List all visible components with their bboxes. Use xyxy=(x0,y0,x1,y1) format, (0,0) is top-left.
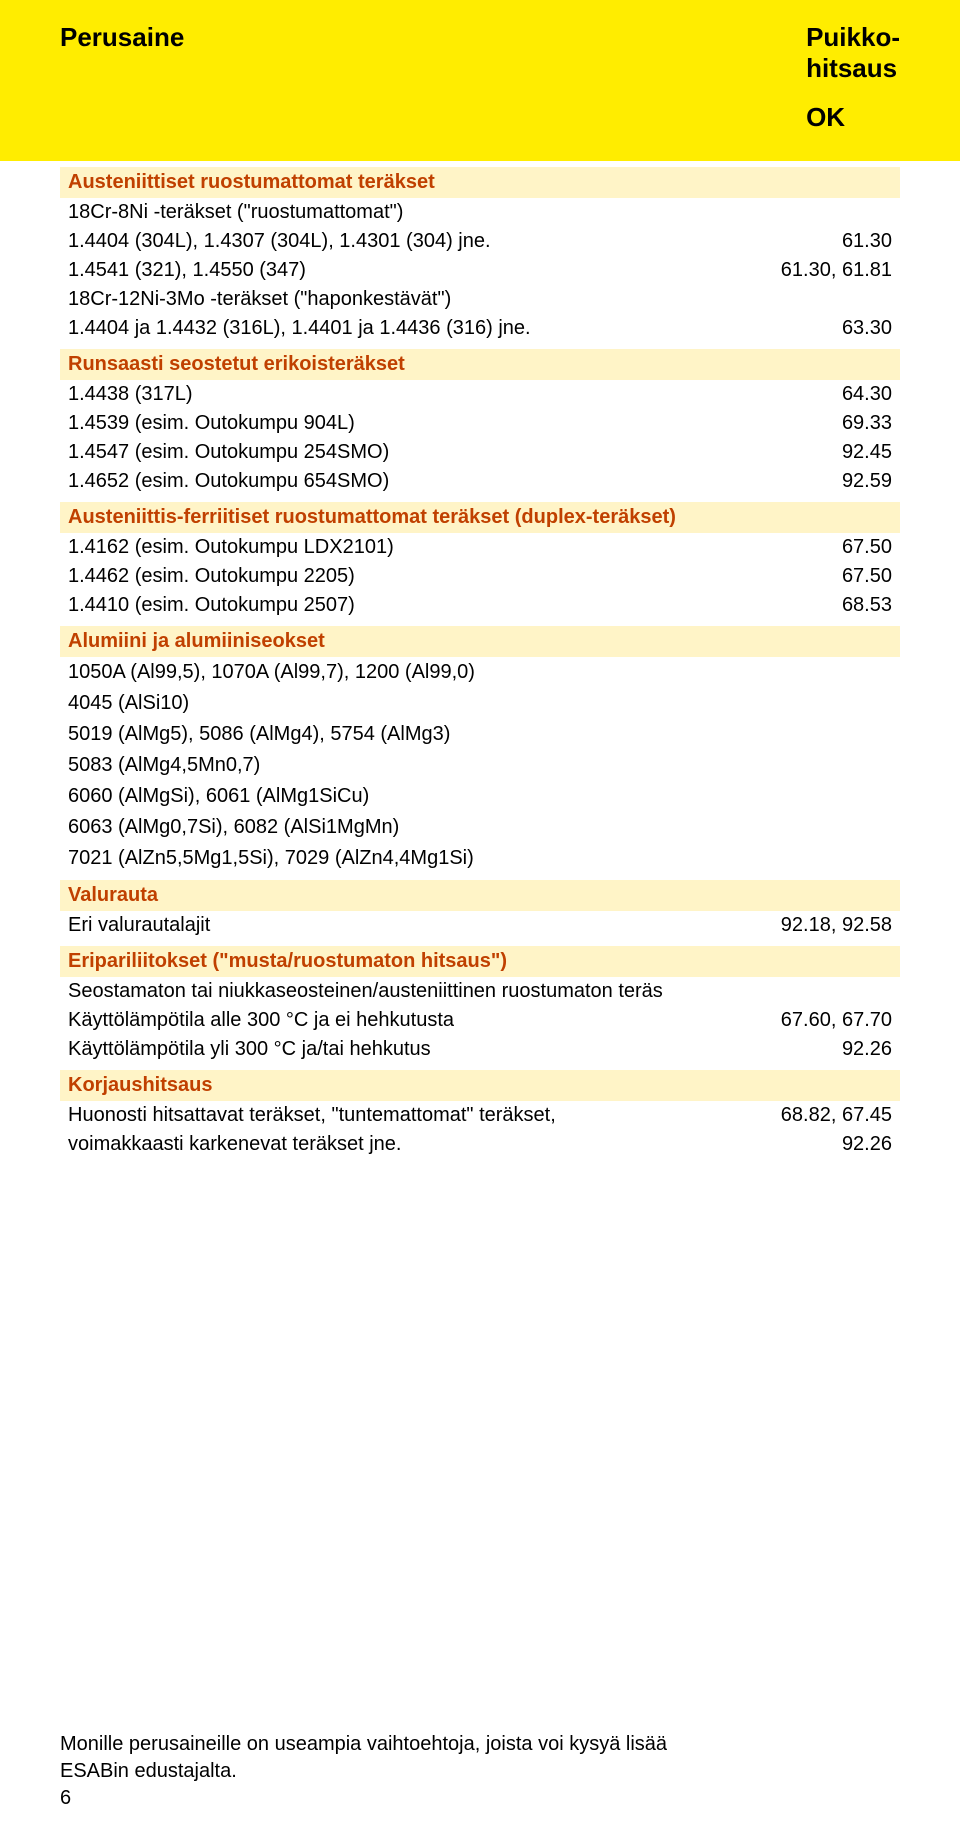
page-number: 6 xyxy=(60,1785,667,1812)
row-label: 18Cr-12Ni-3Mo -teräkset ("haponkestävät"… xyxy=(68,286,892,313)
header-right-line2: hitsaus xyxy=(806,53,900,84)
content-area: Austeniittiset ruostumattomat teräkset 1… xyxy=(0,167,960,1159)
row-value: 92.26 xyxy=(842,1131,892,1158)
row-label: voimakkaasti karkenevat teräkset jne. xyxy=(68,1131,842,1158)
row-value: 68.82, 67.45 xyxy=(781,1102,892,1129)
header-right-block: Puikko- hitsaus OK xyxy=(806,22,900,133)
section-heading: Austeniittis-ferriitiset ruostumattomat … xyxy=(60,502,900,533)
table-row: 1.4404 (304L), 1.4307 (304L), 1.4301 (30… xyxy=(60,227,900,256)
row-label: 1.4547 (esim. Outokumpu 254SMO) xyxy=(68,439,842,466)
plain-line: 5083 (AlMg4,5Mn0,7) xyxy=(60,750,900,781)
table-row: 1.4539 (esim. Outokumpu 904L) 69.33 xyxy=(60,409,900,438)
row-label: Käyttölämpötila yli 300 °C ja/tai hehkut… xyxy=(68,1036,842,1063)
plain-line: 6060 (AlMgSi), 6061 (AlMg1SiCu) xyxy=(60,781,900,812)
row-label: 1.4462 (esim. Outokumpu 2205) xyxy=(68,563,842,590)
header-bar: Perusaine Puikko- hitsaus OK xyxy=(0,0,960,161)
table-row: Eri valurautalajit 92.18, 92.58 xyxy=(60,911,900,940)
row-value: 69.33 xyxy=(842,410,892,437)
table-row: Huonosti hitsattavat teräkset, "tuntemat… xyxy=(60,1101,900,1130)
footer-note: Monille perusaineille on useampia vaihto… xyxy=(60,1731,667,1812)
section-heading: Valurauta xyxy=(60,880,900,911)
section-heading: Korjaushitsaus xyxy=(60,1070,900,1101)
table-row: 18Cr-8Ni -teräkset ("ruostumattomat") xyxy=(60,198,900,227)
table-row: 1.4162 (esim. Outokumpu LDX2101) 67.50 xyxy=(60,533,900,562)
row-label: 1.4404 ja 1.4432 (316L), 1.4401 ja 1.443… xyxy=(68,315,842,342)
header-right-line1: Puikko- xyxy=(806,22,900,53)
row-label: Käyttölämpötila alle 300 °C ja ei hehkut… xyxy=(68,1007,781,1034)
table-row: 18Cr-12Ni-3Mo -teräkset ("haponkestävät"… xyxy=(60,285,900,314)
section-heading: Austeniittiset ruostumattomat teräkset xyxy=(60,167,900,198)
table-row: 1.4462 (esim. Outokumpu 2205) 67.50 xyxy=(60,562,900,591)
table-row: Käyttölämpötila alle 300 °C ja ei hehkut… xyxy=(60,1006,900,1035)
row-value: 67.60, 67.70 xyxy=(781,1007,892,1034)
table-row: 1.4652 (esim. Outokumpu 654SMO) 92.59 xyxy=(60,467,900,496)
row-label: 1.4438 (317L) xyxy=(68,381,842,408)
plain-line: 7021 (AlZn5,5Mg1,5Si), 7029 (AlZn4,4Mg1S… xyxy=(60,843,900,874)
table-row: Seostamaton tai niukkaseosteinen/austeni… xyxy=(60,977,900,1006)
row-value: 61.30, 61.81 xyxy=(781,257,892,284)
row-value: 63.30 xyxy=(842,315,892,342)
row-value: 92.18, 92.58 xyxy=(781,912,892,939)
plain-line: 4045 (AlSi10) xyxy=(60,688,900,719)
row-value: 64.30 xyxy=(842,381,892,408)
table-row: voimakkaasti karkenevat teräkset jne. 92… xyxy=(60,1130,900,1159)
plain-line: 5019 (AlMg5), 5086 (AlMg4), 5754 (AlMg3) xyxy=(60,719,900,750)
row-value: 92.26 xyxy=(842,1036,892,1063)
section-heading: Eripariliitokset ("musta/ruostumaton hit… xyxy=(60,946,900,977)
row-label: 1.4404 (304L), 1.4307 (304L), 1.4301 (30… xyxy=(68,228,842,255)
row-label: Eri valurautalajit xyxy=(68,912,781,939)
row-label: 1.4162 (esim. Outokumpu LDX2101) xyxy=(68,534,842,561)
row-label: Huonosti hitsattavat teräkset, "tuntemat… xyxy=(68,1102,781,1129)
row-label: 18Cr-8Ni -teräkset ("ruostumattomat") xyxy=(68,199,892,226)
row-label: 1.4539 (esim. Outokumpu 904L) xyxy=(68,410,842,437)
footer-line2: ESABin edustajalta. xyxy=(60,1758,667,1785)
plain-line: 6063 (AlMg0,7Si), 6082 (AlSi1MgMn) xyxy=(60,812,900,843)
row-label: 1.4410 (esim. Outokumpu 2507) xyxy=(68,592,842,619)
table-row: Käyttölämpötila yli 300 °C ja/tai hehkut… xyxy=(60,1035,900,1064)
header-right-sub: OK xyxy=(806,102,900,133)
footer-line1: Monille perusaineille on useampia vaihto… xyxy=(60,1731,667,1758)
table-row: 1.4541 (321), 1.4550 (347) 61.30, 61.81 xyxy=(60,256,900,285)
table-row: 1.4410 (esim. Outokumpu 2507) 68.53 xyxy=(60,591,900,620)
header-left-title: Perusaine xyxy=(60,22,184,133)
page: Perusaine Puikko- hitsaus OK Austeniitti… xyxy=(0,0,960,1842)
row-value: 61.30 xyxy=(842,228,892,255)
row-label: 1.4652 (esim. Outokumpu 654SMO) xyxy=(68,468,842,495)
table-row: 1.4438 (317L) 64.30 xyxy=(60,380,900,409)
section-heading: Alumiini ja alumiiniseokset xyxy=(60,626,900,657)
row-label: 1.4541 (321), 1.4550 (347) xyxy=(68,257,781,284)
plain-line: 1050A (Al99,5), 1070A (Al99,7), 1200 (Al… xyxy=(60,657,900,688)
row-value: 68.53 xyxy=(842,592,892,619)
row-value: 67.50 xyxy=(842,563,892,590)
row-label: Seostamaton tai niukkaseosteinen/austeni… xyxy=(68,978,892,1005)
row-value: 92.45 xyxy=(842,439,892,466)
table-row: 1.4547 (esim. Outokumpu 254SMO) 92.45 xyxy=(60,438,900,467)
row-value: 67.50 xyxy=(842,534,892,561)
row-value: 92.59 xyxy=(842,468,892,495)
section-heading: Runsaasti seostetut erikoisteräkset xyxy=(60,349,900,380)
table-row: 1.4404 ja 1.4432 (316L), 1.4401 ja 1.443… xyxy=(60,314,900,343)
